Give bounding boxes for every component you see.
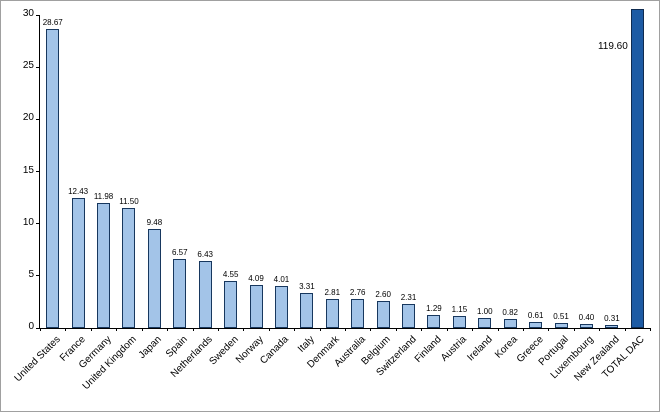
country-bar (376, 300, 390, 328)
country-bar (46, 28, 60, 328)
x-axis-tick (90, 328, 92, 331)
country-bar (249, 285, 263, 328)
country-bar (173, 259, 187, 328)
y-axis-tick (36, 171, 40, 172)
bar-value-label: 0.40 (578, 312, 595, 322)
y-axis-tick-label: 25 (22, 60, 34, 72)
y-axis-tick (36, 66, 40, 68)
x-axis-tick (497, 328, 499, 331)
x-axis-tick (192, 328, 194, 331)
bar-value-label: 2.76 (349, 288, 366, 298)
x-axis-tick (395, 328, 397, 331)
y-axis-tick (36, 14, 40, 16)
x-axis-tick (40, 328, 41, 331)
country-bar (452, 316, 466, 328)
x-axis-tick (268, 328, 270, 331)
country-bar (529, 321, 543, 328)
x-axis-tick (217, 328, 219, 331)
bar-value-label: 2.81 (324, 287, 341, 297)
bar-value-label: 0.61 (527, 310, 544, 320)
y-axis-tick (36, 275, 40, 277)
x-axis-tick (446, 328, 448, 331)
y-axis-tick (36, 118, 40, 120)
bar-value-label: 28.67 (42, 17, 63, 27)
country-bar (478, 317, 492, 328)
x-axis-tick (294, 328, 296, 331)
bar-value-label: 1.00 (476, 306, 493, 316)
total-dac-bar (630, 9, 644, 328)
country-bar (325, 298, 339, 328)
x-axis-tick (472, 328, 474, 331)
bar-value-label: 12.43 (68, 187, 89, 197)
x-axis-tick (624, 328, 626, 331)
y-axis-tick-label: 20 (22, 112, 34, 124)
x-axis-tick (370, 328, 372, 331)
country-bar (503, 319, 517, 328)
y-axis-tick-label: 0 (28, 321, 34, 332)
x-axis-tick (573, 328, 575, 331)
country-bar (402, 303, 416, 328)
x-axis-tick (548, 328, 550, 331)
x-axis-tick (141, 328, 143, 331)
country-bar (224, 280, 238, 328)
country-bar (198, 260, 212, 328)
bar-value-label: 0.51 (553, 311, 569, 321)
x-axis-tick (599, 328, 601, 331)
x-axis-tick (167, 328, 169, 331)
bar-value-label: 2.31 (400, 292, 417, 302)
y-axis-tick-label: 15 (22, 164, 34, 176)
y-axis-tick-label: 30 (22, 8, 34, 19)
y-axis-tick-label: 10 (22, 216, 34, 228)
bar-value-label: 4.01 (273, 275, 290, 285)
bar-value-label: 0.31 (604, 313, 620, 323)
country-bar (351, 299, 365, 328)
bar-value-label: 6.43 (197, 249, 213, 259)
x-axis-tick (243, 328, 245, 331)
country-bar (605, 324, 619, 328)
bar-value-label: 1.15 (451, 305, 468, 314)
x-axis-tick (522, 328, 524, 331)
y-axis-tick-label: 5 (28, 268, 34, 280)
country-bar (274, 286, 288, 328)
y-axis-tick (36, 327, 40, 329)
country-bar (300, 293, 314, 328)
bar-value-label: 2.60 (375, 289, 391, 299)
x-axis-tick (65, 328, 67, 331)
bar-value-label: 11.98 (93, 192, 114, 201)
bar-value-label: 1.29 (426, 303, 442, 313)
bar-value-label: 4.09 (248, 274, 264, 284)
x-axis-tick (116, 328, 118, 331)
x-axis-tick (345, 328, 346, 331)
bar-value-label: 9.48 (146, 218, 163, 228)
country-bar (554, 322, 568, 328)
bar-value-label: 4.55 (222, 269, 239, 279)
bar-value-label: 0.82 (502, 308, 518, 318)
bar-value-label: 6.57 (171, 248, 188, 258)
y-axis-tick (36, 223, 40, 225)
bar-value-label: 119.60 (597, 41, 628, 52)
country-bar (147, 229, 161, 328)
country-bar (122, 208, 136, 328)
country-bar (427, 314, 441, 328)
x-axis-tick (650, 328, 651, 331)
x-axis-tick (421, 328, 423, 331)
bar-value-label: 3.31 (299, 282, 315, 292)
plot-area: 0 5 10 15 20 25 30 28.67 United States 12.43 Franc… (12, 8, 651, 392)
country-bar (71, 198, 85, 328)
country-bar (579, 323, 593, 328)
x-axis-tick (319, 328, 321, 331)
bar-value-label: 11.50 (119, 197, 139, 207)
country-bar (97, 203, 111, 328)
